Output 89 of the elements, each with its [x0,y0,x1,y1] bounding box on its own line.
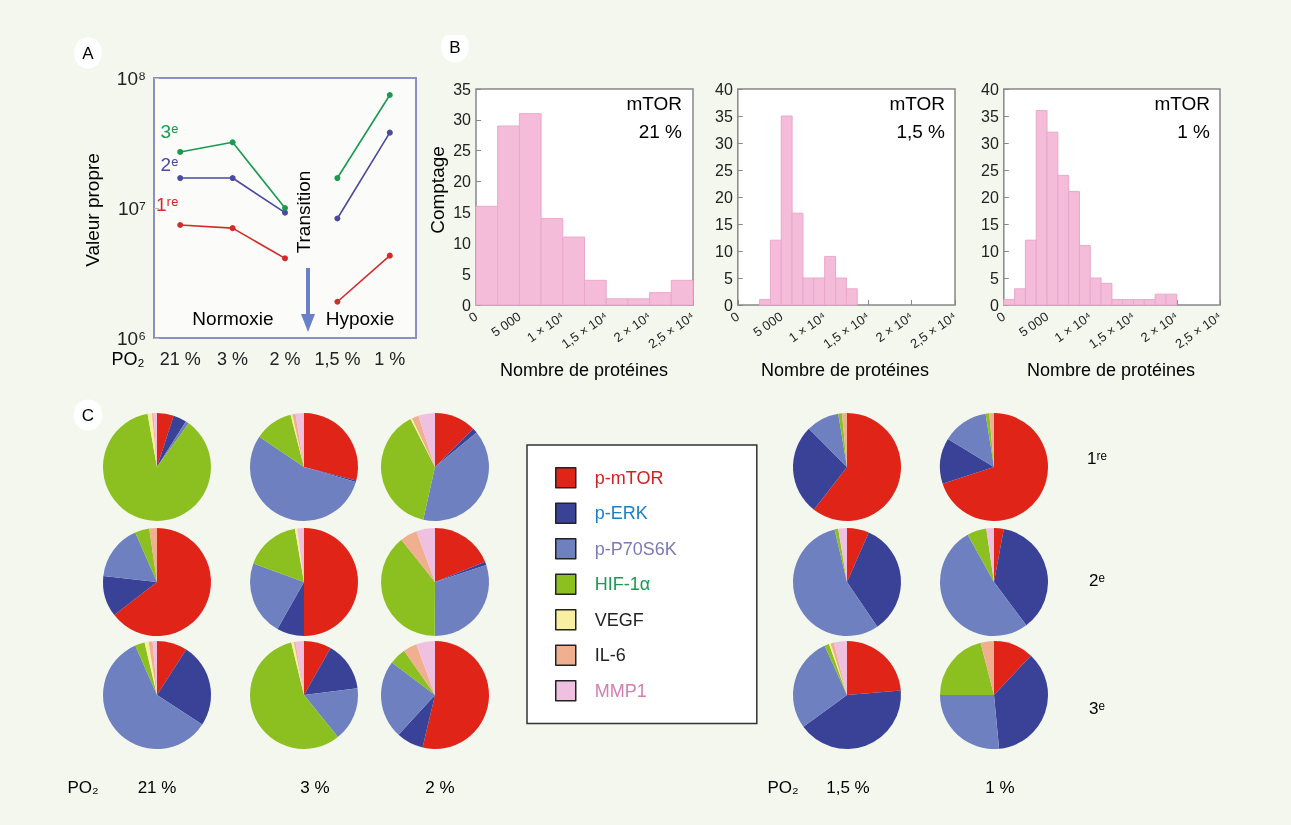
y-tick-label: 10 [981,242,999,260]
x-tick-label: 1,5 % [314,349,361,369]
y-tick-label: 5 [462,265,472,283]
y-tick-label: 35 [981,107,999,125]
y-tick-label: 30 [715,134,733,152]
y-tick-label: 40 [981,80,999,98]
legend-label: VEGF [594,609,644,630]
point [229,139,236,146]
chart-title: A [82,43,95,63]
y-tick-label: 10⁸ [116,67,146,89]
point [334,298,341,305]
point [334,175,341,182]
y-tick-label: 0 [723,296,733,314]
y-tick-label: 15 [715,215,733,233]
legend-label: MMP1 [594,680,647,701]
point [177,175,184,182]
y-tick-label: 5 [989,269,999,287]
y-tick-label: 20 [715,188,733,206]
annotation: 21 % [638,120,683,142]
y-tick-label: 0 [989,296,999,314]
y-tick-label: 35 [715,107,733,125]
y-axis-title: Comptage [426,146,448,234]
point [229,175,236,182]
x-axis-title: Nombre de protéines [760,360,930,380]
point [177,222,184,228]
y-tick-label: 40 [715,80,733,98]
point [386,252,393,259]
y-tick-label: 15 [981,215,999,233]
text: 2 % [425,777,455,797]
x-tick-label: 1 % [374,349,406,369]
x-axis-title: Nombre de protéines [499,360,669,380]
x-axis-title: Nombre de protéines [1026,360,1196,380]
annotation: mTOR [1154,92,1210,114]
legend-label: p-ERK [594,503,648,524]
y-tick-label: 30 [981,134,999,152]
legend-label: IL-6 [594,645,626,666]
y-tick-label: 15 [453,203,472,221]
text: 1 % [985,777,1015,797]
chart-title: B [449,37,461,57]
y-tick-label: 35 [453,80,472,98]
series-label: 1ʳᵉ [156,194,179,216]
y-tick-label: 25 [715,161,733,179]
x-axis-title: PO₂ [111,349,145,369]
y-tick-label: 30 [453,111,472,129]
y-axis-title: Valeur propre [81,153,103,267]
annotation: mTOR [889,92,945,114]
x-tick-label: 5 000 [1016,308,1052,340]
y-tick-label: 10 [453,234,472,252]
text: 3ᵉ [1089,698,1105,718]
y-tick-label: 10⁶ [117,327,146,349]
y-tick-label: 25 [453,142,472,160]
text: 1,5 % [826,777,870,797]
annotation: 1 % [1177,120,1211,142]
legend-label: p-P70S6K [594,538,677,559]
annotation: Transition [292,170,314,254]
annotation: Hypoxie [325,307,395,329]
legend-label: HIF-1α [594,574,651,595]
text: 3 % [300,777,330,797]
x-tick-label: 3 % [217,349,249,369]
text: 2ᵉ [1089,570,1105,590]
annotation: mTOR [626,92,682,114]
point [334,215,341,222]
y-tick-label: 20 [981,188,999,206]
y-tick-label: 0 [462,296,472,314]
point [282,255,288,262]
y-tick-label: 5 [723,269,733,287]
text: 21 % [137,777,177,797]
text: 1ʳᵉ [1087,448,1107,468]
x-tick-label: 5 000 [488,308,524,340]
series-label: 3ᵉ [160,121,179,143]
series-label: 2ᵉ [160,153,179,175]
text: PO₂ [67,777,99,797]
y-tick-label: 25 [981,161,999,179]
point [282,205,288,211]
text: PO₂ [767,777,799,797]
point [177,148,184,155]
point [386,92,393,98]
x-tick-label: 2 % [269,349,301,369]
point [229,225,236,232]
y-tick-label: 10⁷ [117,197,147,219]
legend-label: p-mTOR [594,467,664,488]
x-tick-label: 21 % [159,349,201,369]
annotation: Normoxie [192,307,274,329]
y-tick-label: 20 [453,173,472,191]
annotation: 1,5 % [896,120,946,142]
y-tick-label: 10 [715,242,733,260]
x-tick-label: 5 000 [750,308,786,340]
point [386,129,393,136]
chart-title: C [81,405,95,425]
